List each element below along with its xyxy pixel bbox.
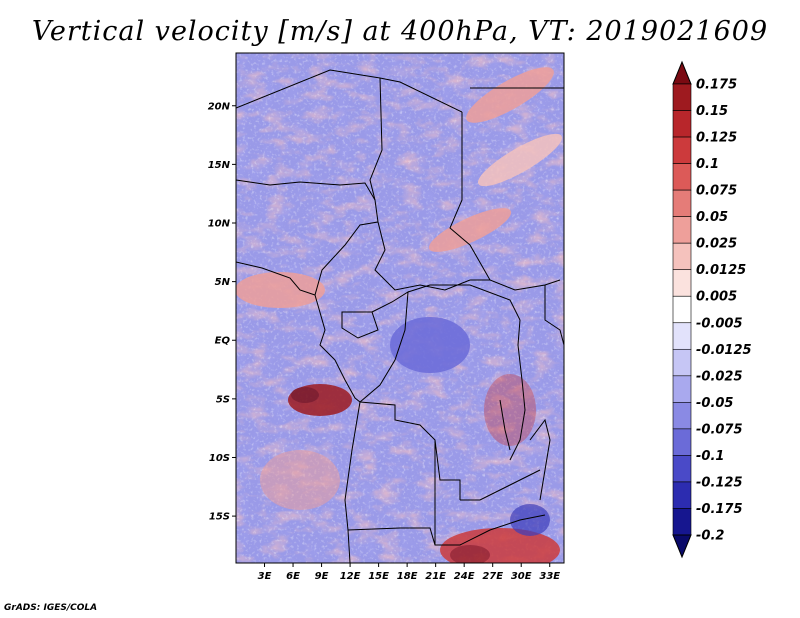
lon-label: 24E — [454, 571, 475, 582]
colorbar-label: 0.1 — [696, 157, 719, 172]
colorbar-label: -0.1 — [696, 449, 724, 464]
latitude-labels: 20N 15N 10N 5N EQ 5S 10S 15S — [208, 101, 236, 523]
angola-coast — [344, 401, 361, 563]
lat-label: 5N — [215, 277, 231, 288]
colorbar-segment — [672, 508, 692, 536]
colorbar-label: 0.0125 — [696, 263, 746, 278]
ascent-southwest — [260, 450, 340, 510]
lon-label: 18E — [397, 571, 418, 582]
equatorial-guinea — [341, 311, 379, 339]
colorbar-segment — [672, 295, 692, 324]
grads-credit: GrADS: IGES/COLA — [4, 603, 98, 613]
sudan-border — [449, 112, 561, 291]
colorbar-segment — [672, 375, 692, 403]
lake-malawi — [529, 418, 551, 501]
chad-niger-border — [369, 77, 383, 201]
colorbar-segment — [672, 216, 692, 244]
congo-border — [359, 291, 409, 403]
colorbar-label: -0.025 — [696, 369, 743, 384]
colorbar-label: 0.05 — [696, 210, 728, 225]
colorbar-segment — [672, 83, 692, 111]
colorbar-label: -0.005 — [696, 316, 743, 331]
colorbar-segment — [672, 163, 692, 191]
colorbar-bottom-triangle — [672, 534, 692, 559]
colorbar-label: 0.005 — [696, 290, 737, 305]
lake-tanganyika — [499, 399, 511, 451]
southern-border — [347, 514, 546, 546]
map-panel — [236, 53, 564, 563]
colorbar-segment — [672, 136, 692, 164]
colorbar-label: 0.025 — [696, 237, 737, 252]
drc-east-border — [509, 319, 526, 461]
colorbar-segment — [672, 402, 692, 430]
colorbar-segment — [672, 189, 692, 217]
colorbar-label: -0.075 — [696, 422, 743, 437]
colorbar-label: 0.075 — [696, 184, 737, 199]
lon-label: 33E — [539, 571, 560, 582]
colorbar-segment — [672, 428, 692, 456]
colorbar-label: 0.15 — [696, 104, 728, 119]
colorbar-segment — [672, 110, 692, 138]
colorbar-segment — [672, 242, 692, 271]
colorbar-segment — [672, 348, 692, 377]
colorbar-label: -0.125 — [696, 475, 743, 490]
zambia-border — [460, 469, 541, 501]
lat-label: EQ — [215, 336, 231, 347]
strong-updraft-south-core — [450, 545, 490, 563]
subsidence-congo — [390, 317, 470, 373]
colorbar-segment — [672, 455, 692, 483]
ascent-band-northeast — [478, 133, 562, 187]
ascent-band-west — [236, 272, 325, 308]
country-boundaries — [236, 69, 564, 563]
east-africa-border — [544, 285, 564, 346]
lon-label: 30E — [511, 571, 532, 582]
colorbar-label: -0.2 — [696, 529, 724, 544]
colorbar-label: -0.05 — [696, 396, 733, 411]
gabon-coast — [314, 294, 361, 403]
lon-label: 3E — [258, 571, 272, 582]
lon-label: 21E — [425, 571, 446, 582]
map-frame — [235, 52, 565, 564]
colorbar-label: -0.175 — [696, 502, 743, 517]
colorbar-segment — [672, 481, 692, 509]
colorbar-segment — [672, 322, 692, 350]
colorbar-label: -0.0125 — [696, 343, 752, 358]
ascent-band-north — [466, 67, 554, 123]
map-title: Vertical velocity [m/s] at 400hPa, VT: 2… — [31, 16, 769, 47]
lon-label: 9E — [315, 571, 329, 582]
lat-label: 20N — [208, 101, 231, 112]
lat-label: 10N — [208, 219, 231, 230]
lat-label: 15N — [208, 160, 231, 171]
colorbar-label: 0.175 — [696, 78, 737, 93]
lat-label: 10S — [209, 453, 230, 464]
lat-label: 5S — [216, 394, 230, 405]
ascent-band-central-north — [428, 208, 512, 252]
colorbar-label: 0.125 — [696, 131, 737, 146]
colorbar: 0.175 0.15 0.125 0.1 0.075 0.05 0.025 0.0125 0.0… — [672, 60, 752, 559]
niger-nigeria-border — [236, 179, 379, 223]
drc-north-border — [407, 284, 521, 321]
strong-updraft-core — [291, 387, 319, 403]
lon-label: 12E — [340, 571, 361, 582]
colorbar-segment — [672, 269, 692, 297]
lon-label: 6E — [286, 571, 300, 582]
subsidence-southeast — [510, 504, 550, 536]
angola-drc-border — [359, 401, 461, 500]
convection-east — [484, 374, 536, 446]
colorbar-top-triangle — [672, 60, 692, 85]
lat-label: 15S — [209, 512, 230, 523]
lon-label: 15E — [368, 571, 389, 582]
longitude-labels: 3E 6E 9E 12E 15E 18E 21E 24E 27E 30E 33E — [258, 563, 560, 582]
nigeria-coast — [236, 261, 316, 296]
cameroon-car-border — [314, 221, 490, 296]
lon-label: 27E — [482, 571, 503, 582]
